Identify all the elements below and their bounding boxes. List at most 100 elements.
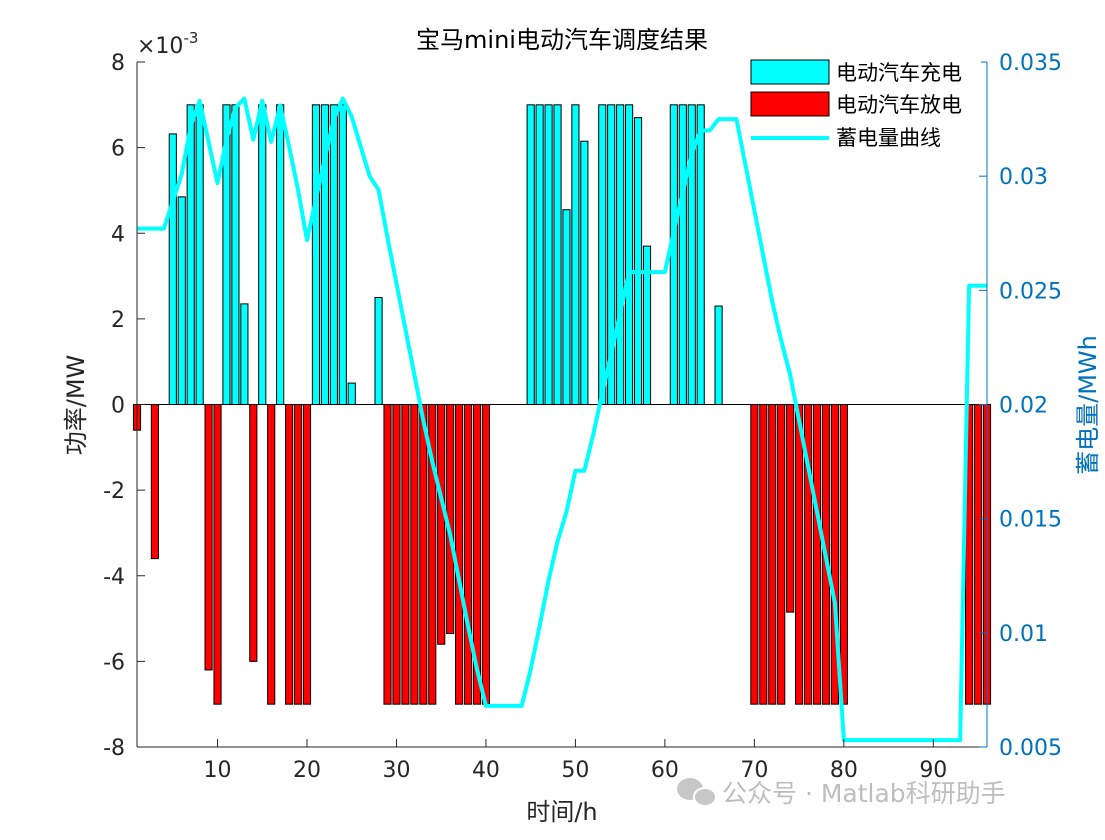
charge-bar-25 [347,382,356,405]
discharge-bar-29 [383,404,392,705]
y2-tick-label-0.025: 0.025 [999,279,1062,304]
discharge-bar-71 [759,404,768,705]
charge-bar-58 [642,245,652,405]
x-tick-label-40: 40 [472,758,500,783]
x-tick-label-60: 60 [651,758,679,783]
y-tick-label--8: -8 [103,736,125,761]
legend-label-soc: 蓄电量曲线 [836,126,941,150]
x-tick-label-80: 80 [830,758,858,783]
x-tick-label-20: 20 [293,758,321,783]
chart-title: 宝马mini电动汽车调度结果 [416,26,708,54]
discharge-bar-77 [812,404,822,705]
watermark: 公众号 · Matlab科研助手 [677,778,1006,808]
y2-tick-label-0.02: 0.02 [999,394,1048,419]
y2-tick-label-0.015: 0.015 [999,508,1062,533]
line-layer [137,96,987,743]
wechat-icon [677,778,717,807]
charge-bar-51 [580,140,589,405]
charge-bar-62 [678,104,687,405]
charge-bar-24 [338,104,347,405]
charge-bar-48 [553,104,562,405]
x-tick-label-90: 90 [919,758,947,783]
charge-bar-5 [168,133,177,406]
charge-bar-15 [258,104,267,405]
charge-bar-45 [526,104,535,405]
charge-bar-23 [329,104,338,405]
charge-bar-47 [544,104,553,405]
discharge-bar-95 [973,404,983,705]
discharge-bar-9 [204,404,213,671]
discharge-bar-74 [786,404,795,613]
legend-label-discharge: 电动汽车放电 [836,93,962,117]
charge-bar-17 [276,104,285,405]
y2-tick-label-0.03: 0.03 [999,165,1048,190]
legend-swatch-discharge [750,91,830,117]
y2-tick-label-0.01: 0.01 [999,622,1048,647]
legend-swatch-charge [750,59,830,85]
discharge-bar-14 [249,404,258,662]
y-tick-label-2: 2 [111,308,125,333]
discharge-bar-20 [302,404,312,705]
y2-tick-label-0.005: 0.005 [999,736,1062,761]
charge-bar-66 [714,305,723,405]
discharge-bar-33 [419,404,428,705]
charge-bar-53 [598,104,607,405]
legend: 电动汽车充电 电动汽车放电 蓄电量曲线 [745,54,981,157]
legend-label-charge: 电动汽车充电 [836,61,962,85]
discharge-bar-37 [455,404,464,705]
discharge-bar-10 [213,404,222,705]
watermark-text: 公众号 · Matlab科研助手 [722,779,1006,808]
charge-bar-13 [240,303,249,405]
discharge-bar-3 [150,404,159,560]
discharge-bar-38 [463,404,473,705]
charge-bar-55 [616,104,625,405]
charge-bar-64 [696,104,705,405]
discharge-bar-80 [839,404,848,705]
soc-line [137,96,987,743]
discharge-bar-75 [795,404,804,705]
y-axis-label: 功率/MW [62,355,90,456]
x-tick-label-70: 70 [740,758,768,783]
y-tick-label--4: -4 [103,565,125,590]
discharge-bar-70 [750,404,759,705]
charge-bar-21 [311,104,321,405]
x-tick-label-10: 10 [204,758,232,783]
y-exponent: ×10-3 [137,29,198,59]
y-exponent-power: -3 [183,29,198,47]
charge-bar-8 [195,104,204,405]
y-tick-label-4: 4 [111,222,125,247]
discharge-bar-16 [267,404,276,705]
discharge-bar-72 [768,404,777,705]
x-tick-label-50: 50 [561,758,589,783]
charge-bar-49 [562,209,571,405]
discharge-bar-73 [777,404,786,705]
discharge-bar-40 [481,404,491,705]
charge-bar-56 [625,104,634,405]
axes-layer: 10 20 30 40 50 60 70 80 90 -8 -6 -4 -2 0 2 4 6 8 0.005 0.01… [103,51,1062,783]
discharge-bar-30 [392,404,401,705]
charge-bar-28 [374,296,383,405]
charge-bar-57 [633,117,643,405]
discharge-bar-35 [437,404,446,645]
y2-tick-label-0.035: 0.035 [999,51,1062,76]
charge-bar-6 [177,196,186,405]
y-tick-label--2: -2 [103,479,125,504]
discharge-bar-18 [285,404,294,705]
y2-axis-label: 蓄电量/MWh [1074,335,1102,475]
y-tick-label-8: 8 [111,51,125,76]
y-tick-label-6: 6 [111,137,125,162]
charge-bar-46 [535,104,544,405]
x-axis-label: 时间/h [526,798,597,826]
y-tick-label-0: 0 [111,394,125,419]
charge-bar-50 [571,104,580,405]
discharge-bar-32 [410,404,419,705]
charge-bar-61 [669,104,678,405]
y-exponent-base: ×10 [137,34,183,59]
y-tick-label--6: -6 [103,650,125,675]
charge-bar-12 [231,104,240,405]
discharge-bar-19 [293,404,303,705]
x-tick-label-30: 30 [382,758,410,783]
discharge-bar-31 [401,404,410,705]
